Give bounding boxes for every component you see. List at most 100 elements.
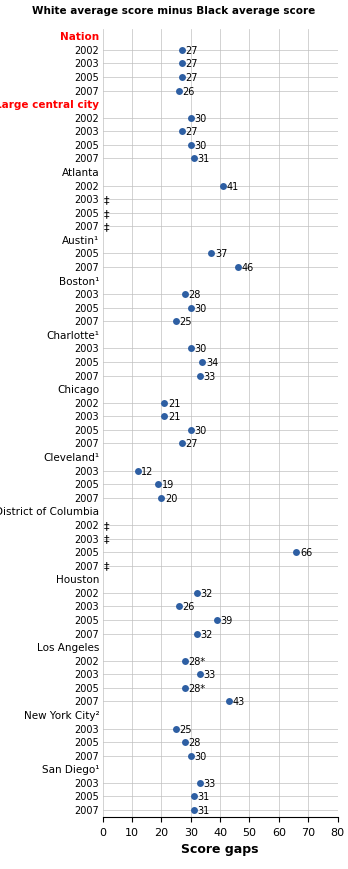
Text: 30: 30 <box>194 344 206 354</box>
Text: 2007: 2007 <box>74 805 99 815</box>
Text: ‡: ‡ <box>104 222 110 232</box>
X-axis label: Score gaps: Score gaps <box>181 842 259 855</box>
Text: 34: 34 <box>206 358 218 368</box>
Text: New York City²: New York City² <box>24 710 99 720</box>
Text: 21: 21 <box>168 412 180 421</box>
Text: 2002: 2002 <box>74 114 99 123</box>
Text: 32: 32 <box>200 588 213 598</box>
Text: 2007: 2007 <box>74 697 99 706</box>
Text: 31: 31 <box>197 154 209 164</box>
Text: 2007: 2007 <box>74 629 99 639</box>
Text: 30: 30 <box>194 303 206 314</box>
Text: 2002: 2002 <box>74 182 99 191</box>
Text: 32: 32 <box>200 629 213 639</box>
Text: 2003: 2003 <box>74 344 99 354</box>
Text: 43: 43 <box>232 697 245 706</box>
Text: 2003: 2003 <box>74 290 99 300</box>
Text: ‡: ‡ <box>104 209 110 218</box>
Text: 2007: 2007 <box>74 86 99 96</box>
Text: 2007: 2007 <box>74 154 99 164</box>
Text: 2005: 2005 <box>74 209 99 218</box>
Text: 2007: 2007 <box>74 751 99 761</box>
Text: 33: 33 <box>203 669 215 680</box>
Text: 41: 41 <box>227 182 239 191</box>
Text: 26: 26 <box>183 86 195 96</box>
Text: 2002: 2002 <box>74 398 99 408</box>
Text: 27: 27 <box>185 59 198 70</box>
Text: District of Columbia: District of Columbia <box>0 507 99 517</box>
Text: 27: 27 <box>185 127 198 137</box>
Text: 2003: 2003 <box>74 195 99 205</box>
Text: 2002: 2002 <box>74 46 99 56</box>
Text: 30: 30 <box>194 751 206 761</box>
Text: San Diego¹: San Diego¹ <box>42 765 99 774</box>
Text: 2005: 2005 <box>74 141 99 150</box>
Text: Atlanta: Atlanta <box>62 168 99 178</box>
Text: 30: 30 <box>194 141 206 150</box>
Text: Cleveland¹: Cleveland¹ <box>43 453 99 462</box>
Text: 2005: 2005 <box>74 480 99 489</box>
Text: 2005: 2005 <box>74 615 99 625</box>
Text: 33: 33 <box>203 371 215 381</box>
Text: 2005: 2005 <box>74 426 99 435</box>
Text: Nation: Nation <box>60 32 99 43</box>
Text: 33: 33 <box>203 778 215 788</box>
Text: 2005: 2005 <box>74 249 99 259</box>
Text: 2005: 2005 <box>74 73 99 83</box>
Text: 2003: 2003 <box>74 59 99 70</box>
Text: 27: 27 <box>185 439 198 449</box>
Text: 28: 28 <box>188 290 201 300</box>
Text: ‡: ‡ <box>104 561 110 571</box>
Text: 31: 31 <box>197 805 209 815</box>
Text: Charlotte¹: Charlotte¹ <box>46 330 99 341</box>
Text: 31: 31 <box>197 792 209 801</box>
Text: 28*: 28* <box>188 683 206 693</box>
Text: 30: 30 <box>194 426 206 435</box>
Text: 2002: 2002 <box>74 656 99 666</box>
Text: 25: 25 <box>180 317 192 327</box>
Text: 19: 19 <box>162 480 174 489</box>
Text: 30: 30 <box>194 114 206 123</box>
Text: Austin¹: Austin¹ <box>62 235 99 246</box>
Text: 27: 27 <box>185 46 198 56</box>
Text: 27: 27 <box>185 73 198 83</box>
Text: 2002: 2002 <box>74 588 99 598</box>
Text: 2003: 2003 <box>74 412 99 421</box>
Text: 39: 39 <box>221 615 233 625</box>
Text: ‡: ‡ <box>104 195 110 205</box>
Text: 2007: 2007 <box>74 494 99 503</box>
Text: 20: 20 <box>165 494 177 503</box>
Text: ‡: ‡ <box>104 521 110 530</box>
Text: 37: 37 <box>215 249 227 259</box>
Text: Large central city: Large central city <box>0 100 99 110</box>
Text: 28*: 28* <box>188 656 206 666</box>
Text: 2007: 2007 <box>74 561 99 571</box>
Text: 2007: 2007 <box>74 317 99 327</box>
Text: Boston¹: Boston¹ <box>59 276 99 286</box>
Text: 2005: 2005 <box>74 683 99 693</box>
Text: Chicago: Chicago <box>57 385 99 395</box>
Text: 21: 21 <box>168 398 180 408</box>
Text: 66: 66 <box>300 547 312 557</box>
Text: 2003: 2003 <box>74 466 99 476</box>
Text: 2003: 2003 <box>74 724 99 733</box>
Text: 2007: 2007 <box>74 439 99 449</box>
Text: 12: 12 <box>141 466 154 476</box>
Text: 46: 46 <box>241 262 253 273</box>
Text: 2005: 2005 <box>74 737 99 747</box>
Text: 25: 25 <box>180 724 192 733</box>
Text: 2003: 2003 <box>74 601 99 612</box>
Text: 2003: 2003 <box>74 534 99 544</box>
Text: ‡: ‡ <box>104 534 110 544</box>
Text: 2005: 2005 <box>74 303 99 314</box>
Text: 28: 28 <box>188 737 201 747</box>
Text: 2003: 2003 <box>74 669 99 680</box>
Text: 2003: 2003 <box>74 778 99 788</box>
Text: Los Angeles: Los Angeles <box>37 642 99 653</box>
Text: Houston: Houston <box>56 574 99 585</box>
Text: White average score minus Black average score: White average score minus Black average … <box>32 6 316 16</box>
Text: 2007: 2007 <box>74 222 99 232</box>
Text: 26: 26 <box>183 601 195 612</box>
Text: 2007: 2007 <box>74 262 99 273</box>
Text: 2005: 2005 <box>74 547 99 557</box>
